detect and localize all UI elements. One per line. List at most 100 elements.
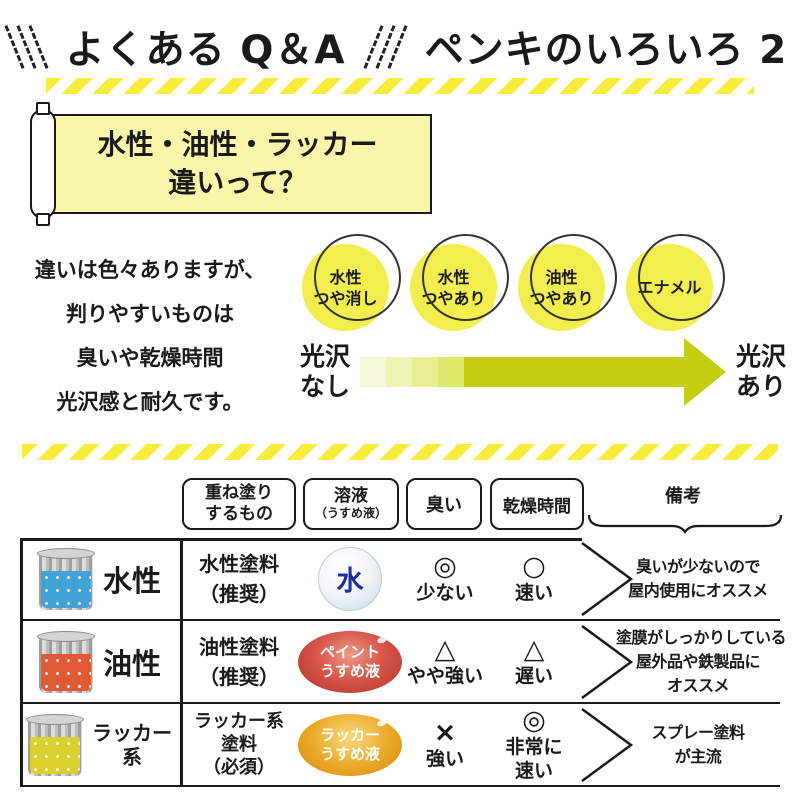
header-smell: 臭い xyxy=(406,478,482,530)
stripe-divider-middle xyxy=(22,444,778,460)
question-banner: 水性・油性・ラッカー 違いって？ xyxy=(30,109,432,219)
dry-time-cell: ◎ 非常に 速い xyxy=(488,706,580,783)
scroll-roller-icon xyxy=(30,109,56,219)
smell-cell: △ やや強い xyxy=(402,635,488,688)
paint-type-cell: 油性 xyxy=(20,630,180,693)
page-header: よくある Q＆A ペンキのいろいろ 2 xyxy=(0,0,800,73)
dry-time-cell: △ 遅い xyxy=(488,635,580,688)
remarks-cell: 塗膜がしっかりしている 屋外品や鉄製品に オススメ xyxy=(580,626,787,698)
dry-rating-symbol: △ xyxy=(523,634,545,665)
dash-decoration-left-icon xyxy=(4,22,49,72)
table-row-oil: 油性 油性塗料 （推奨） ペイント うすめ液 △ やや強い △ xyxy=(20,621,787,704)
banner-panel: 水性・油性・ラッカー 違いって？ xyxy=(43,114,432,214)
circle-water-gloss: 水性 つやあり xyxy=(410,234,509,331)
header-solvent: 溶液 （うすめ液） xyxy=(303,478,399,530)
gloss-none-label: 光沢 なし xyxy=(300,342,350,402)
intro-line: 違いは色々ありますが、 xyxy=(34,258,266,282)
remarks-line: 屋内使用にオススメ xyxy=(628,580,768,600)
remarks-line: 臭いが少ないので xyxy=(635,556,761,576)
header-label-line: 乾燥時間 xyxy=(503,496,571,517)
gloss-label-line: あり xyxy=(735,372,786,401)
arrow-head xyxy=(683,338,726,406)
page-title-right: ペンキのいろいろ 2 xyxy=(424,28,788,73)
remarks-line: 屋外品や鉄製品に xyxy=(635,651,761,671)
paint-type-cell: ラッカー 系 xyxy=(20,713,180,776)
smell-rating-symbol: × xyxy=(433,717,457,748)
recoat-cell: ラッカー系 塗料 （必須） xyxy=(180,710,298,779)
dry-rating-label: 遅い xyxy=(514,665,553,687)
gloss-label-line: 光沢 xyxy=(300,342,351,371)
solvent-label: うすめ液 xyxy=(319,661,380,680)
smell-rating-label: やや強い xyxy=(406,665,483,687)
banner-line2: 違いって？ xyxy=(168,166,307,199)
header-remarks: 備考 xyxy=(665,486,701,507)
recoat-line: （推奨） xyxy=(199,581,279,606)
table-column-divider xyxy=(180,538,183,787)
table-header-row: 重ね塗り するもの 溶液 （うすめ液） 臭い 乾燥時間 備考 xyxy=(20,478,783,536)
recoat-line: 塗料 xyxy=(221,734,257,755)
header-recoat: 重ね塗り するもの xyxy=(182,478,296,530)
smell-rating-symbol: △ xyxy=(434,634,456,665)
solvent-label: ラッカー xyxy=(319,725,380,744)
dry-rating-symbol: ◎ xyxy=(522,705,546,736)
paint-can-red-icon xyxy=(36,630,95,693)
gloss-arrow-row: 光沢 なし 光沢 あり xyxy=(300,337,786,407)
intro-line: 判りやすいものは xyxy=(66,302,234,326)
header-label-line: するもの xyxy=(205,504,273,524)
intro-line: 光沢感と耐久です。 xyxy=(56,390,244,414)
circle-outline-icon xyxy=(638,234,725,321)
solvent-cell: 水 xyxy=(298,546,402,611)
header-label-line: 溶液 xyxy=(334,486,368,506)
header-dry-time: 乾燥時間 xyxy=(490,478,584,530)
circle-outline-icon xyxy=(314,234,401,321)
circle-outline-icon xyxy=(530,234,617,321)
dry-rating-label: 速い xyxy=(514,760,553,782)
recoat-cell: 水性塗料 （推奨） xyxy=(180,549,298,609)
gradient-arrow-icon xyxy=(360,337,726,407)
dry-rating-label: 非常に xyxy=(505,736,563,758)
dry-rating-label: 速い xyxy=(514,582,553,604)
table-body: 水性 水性塗料 （推奨） 水 ◎ 少ない ○ 速い xyxy=(20,538,787,787)
arrow-shaft xyxy=(360,357,685,387)
paint-can-yellow-icon xyxy=(26,713,84,776)
smell-cell: ◎ 少ない xyxy=(402,552,488,605)
table-row-water: 水性 水性塗料 （推奨） 水 ◎ 少ない ○ 速い xyxy=(20,538,780,621)
remarks-line: 塗膜がしっかりしている xyxy=(616,627,787,647)
recoat-line: ラッカー系 xyxy=(194,711,284,732)
dash-decoration-middle-icon xyxy=(363,22,408,72)
recoat-line: （推奨） xyxy=(199,664,279,689)
solvent-label: ペイント xyxy=(319,642,380,661)
remarks-cell: 臭いが少ないので 屋内使用にオススメ xyxy=(580,555,780,603)
intro-line: 臭いや乾燥時間 xyxy=(76,346,224,370)
brace-icon xyxy=(587,514,783,534)
recoat-cell: 油性塗料 （推奨） xyxy=(180,632,298,692)
solvent-label: うすめ液 xyxy=(319,744,380,763)
paint-name: 油性 xyxy=(102,646,161,681)
circle-water-matte: 水性 つや消し xyxy=(302,234,401,331)
paint-thinner-icon: ペイント うすめ液 xyxy=(298,630,402,693)
solvent-cell: ペイント うすめ液 xyxy=(298,630,402,693)
recoat-line: 水性塗料 xyxy=(199,551,279,576)
solvent-label: 水 xyxy=(336,566,364,597)
gloss-scale: 水性 つや消し 水性 つやあり 油性 つやあり xyxy=(300,234,800,424)
paint-name-line: ラッカー xyxy=(92,720,172,745)
table-row-lacquer: ラッカー 系 ラッカー系 塗料 （必須） ラッカー うすめ液 × xyxy=(20,704,780,787)
table-top-border xyxy=(20,538,582,541)
circle-enamel: エナメル xyxy=(626,234,725,331)
smell-rating-label: 少ない xyxy=(416,582,474,604)
smell-rating-label: 強い xyxy=(425,748,464,770)
recoat-line: 油性塗料 xyxy=(199,634,279,659)
smell-rating-symbol: ◎ xyxy=(433,551,457,582)
remarks-line: オススメ xyxy=(666,675,730,695)
paint-name: 水性 xyxy=(102,563,161,598)
dry-rating-symbol: ○ xyxy=(522,551,546,582)
comparison-table: 重ね塗り するもの 溶液 （うすめ液） 臭い 乾燥時間 備考 xyxy=(20,478,787,787)
circle-oil-gloss: 油性 つやあり xyxy=(518,234,617,331)
intro-text: 違いは色々ありますが、 判りやすいものは 臭いや乾燥時間 光沢感と耐久です。 xyxy=(0,234,300,424)
intro-section: 違いは色々ありますが、 判りやすいものは 臭いや乾燥時間 光沢感と耐久です。 水… xyxy=(0,234,800,424)
row-chevrons-icon xyxy=(581,541,634,783)
page-title-left: よくある Q＆A xyxy=(65,28,346,73)
paint-type-circles: 水性 つや消し 水性 つやあり 油性 つやあり xyxy=(302,234,786,331)
gloss-label-line: 光沢 xyxy=(735,342,786,371)
